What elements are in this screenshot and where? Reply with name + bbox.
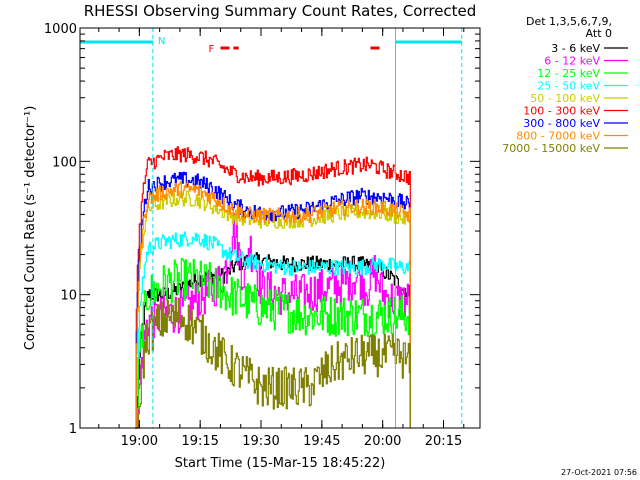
legend-label: 7000 - 15000 keV	[502, 142, 600, 155]
y-tick-label: 1000	[44, 22, 77, 37]
legend-label: 300 - 800 keV	[523, 117, 600, 130]
y-tick-label: 1	[69, 422, 77, 437]
flare-marker-label: F	[208, 44, 214, 55]
x-tick-label: 20:15	[425, 434, 462, 449]
night-marker-label: N	[158, 36, 165, 47]
legend-label: 100 - 300 keV	[523, 105, 600, 118]
series-line-100-300-kev	[135, 146, 411, 429]
x-tick-label: 20:00	[364, 434, 401, 449]
detector-info-line-2: Att 0	[586, 27, 612, 40]
series-line-12-25-kev	[135, 258, 411, 429]
legend-label: 3 - 6 keV	[551, 42, 600, 55]
x-tick-label: 19:45	[303, 434, 340, 449]
chart-title: RHESSI Observing Summary Count Rates, Co…	[84, 2, 477, 20]
x-tick-label: 19:00	[121, 434, 158, 449]
series-group	[135, 146, 411, 429]
x-axis-label: Start Time (15-Mar-15 18:45:22)	[175, 456, 386, 471]
legend-label: 800 - 7000 keV	[516, 130, 600, 143]
series-line-6-12-kev	[135, 212, 411, 429]
legend-label: 50 - 100 keV	[530, 92, 600, 105]
axes-group: 19:00 19:15 19:30 19:45 20:00 20:15 1 10 100 1000	[44, 22, 480, 449]
x-tick-label: 19:15	[181, 434, 218, 449]
legend-label: 6 - 12 keV	[544, 55, 600, 68]
series-line-7000-15000-kev	[135, 297, 411, 429]
y-tick-label: 10	[60, 289, 77, 304]
legend-label: 12 - 25 keV	[537, 67, 600, 80]
series-line-800-7000-kev	[135, 181, 411, 429]
y-tick-label: 100	[52, 155, 77, 170]
x-tick-label: 19:30	[242, 434, 279, 449]
plot-frame	[79, 27, 481, 429]
y-axis-label: Corrected Count Rate (s⁻¹ detector⁻¹)	[23, 106, 38, 351]
series-line-25-50-kev	[135, 231, 411, 429]
series-line-3-6-kev	[135, 252, 411, 429]
legend-label: 25 - 50 keV	[537, 80, 600, 93]
detector-info-line-1: Det 1,3,5,6,7,9,	[526, 15, 612, 28]
timestamp: 27-Oct-2021 07:56	[561, 468, 637, 477]
